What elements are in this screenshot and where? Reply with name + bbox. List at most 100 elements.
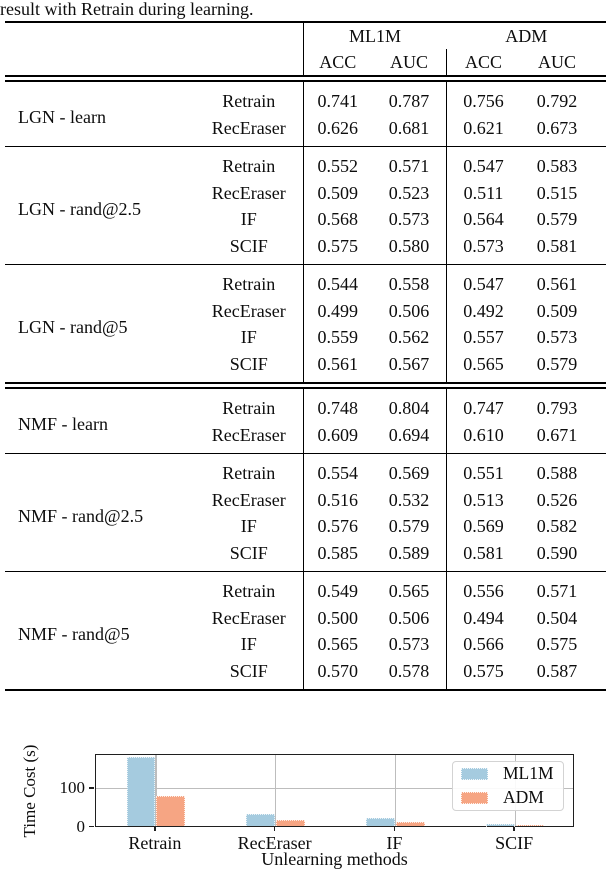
value-cell: 0.506 — [388, 300, 430, 321]
spacer-cell — [594, 540, 606, 572]
spacer-cell — [594, 324, 606, 351]
spacer-cell — [594, 115, 606, 147]
header-row-metrics: ACC AUC ACC AUC — [5, 49, 606, 79]
group-label: LGN - learn — [18, 107, 106, 127]
group-label: NMF - learn — [18, 414, 108, 434]
value-cell: 0.741 — [302, 78, 372, 115]
bar-adm-retrain — [156, 796, 186, 826]
table-row: SCIF 0.585 0.589 0.581 0.590 — [5, 539, 606, 572]
value-cell: 0.523 — [388, 182, 430, 203]
value-cell: 0.573 — [388, 634, 430, 655]
h-gridline — [96, 788, 573, 790]
value-cell: 0.547 — [446, 146, 521, 180]
method-cell: IF — [240, 209, 257, 230]
value-cell: 0.748 — [302, 385, 372, 422]
col-header-ml1m-auc: AUC — [390, 52, 429, 72]
table-group: LGN - rand@5 Retrain 0.544 0.558 0.547 0.561 R… — [5, 264, 607, 386]
group-label: NMF - rand@2.5 — [18, 505, 144, 526]
col-group-adm: ADM — [505, 26, 548, 46]
spacer-cell — [594, 79, 606, 115]
method-cell: RecEraser — [211, 607, 286, 628]
value-cell: 0.566 — [446, 631, 521, 658]
x-axis-label: Unlearning methods — [261, 849, 408, 869]
value-cell: 0.492 — [446, 297, 521, 324]
table-row: NMF - rand@2.5 Retrain 0.554 0.569 0.551 0.58… — [5, 453, 606, 525]
value-cell: 0.569 — [446, 513, 521, 540]
col-group-ml1m: ML1M — [302, 22, 447, 49]
spacer-cell — [594, 487, 606, 514]
value-cell: 0.585 — [302, 539, 372, 572]
value-cell: 0.552 — [302, 146, 372, 180]
table-row: RecEraser 0.499 0.506 0.492 0.509 — [5, 297, 606, 324]
table-row: LGN - learn Retrain 0.741 0.787 0.756 0.792 — [5, 78, 606, 126]
method-cell: SCIF — [229, 542, 268, 563]
table-row: IF 0.568 0.573 0.564 0.579 — [5, 206, 606, 233]
value-cell: 0.561 — [536, 274, 578, 295]
v-gridline — [275, 755, 277, 826]
value-cell: 0.526 — [536, 489, 578, 510]
value-cell: 0.581 — [446, 539, 521, 572]
method-cell: Retrain — [222, 398, 276, 419]
table-row: SCIF 0.561 0.567 0.565 0.579 — [5, 350, 606, 386]
x-tick-label: IF — [386, 832, 403, 853]
value-cell: 0.588 — [536, 463, 578, 484]
value-cell: 0.582 — [536, 516, 578, 537]
value-cell: 0.547 — [446, 264, 521, 298]
x-tick-label: SCIF — [495, 832, 534, 853]
value-cell: 0.579 — [536, 353, 578, 374]
table-row: RecEraser 0.500 0.506 0.494 0.504 — [5, 604, 606, 632]
time-cost-chart: Time Cost (s) Unlearning methods ML1M ADM… — [0, 700, 610, 872]
value-cell: 0.571 — [388, 156, 430, 177]
value-cell: 0.756 — [446, 78, 521, 115]
value-cell: 0.583 — [536, 156, 578, 177]
value-cell: 0.516 — [302, 486, 372, 513]
y-tick-mark — [89, 786, 94, 789]
bar-ml1m-receraser — [246, 813, 276, 826]
value-cell: 0.559 — [302, 324, 372, 351]
value-cell: 0.532 — [388, 489, 430, 510]
value-cell: 0.610 — [446, 421, 521, 454]
x-tick-label: RecEraser — [237, 832, 312, 853]
spacer-cell — [594, 180, 606, 207]
x-tick-label: Retrain — [128, 832, 182, 853]
table-row: IF 0.576 0.579 0.569 0.582 — [5, 513, 606, 540]
table-row: LGN - rand@5 Retrain 0.544 0.558 0.547 0.561 — [5, 264, 606, 336]
table-group: LGN - rand@2.5 Retrain 0.552 0.571 0.547 0.58… — [5, 146, 607, 265]
table-header: ML1M ADM ACC AUC ACC AUC — [5, 22, 607, 79]
spacer-cell — [594, 572, 606, 605]
value-cell: 0.787 — [388, 91, 430, 112]
bar-adm-receraser — [276, 819, 305, 826]
method-cell: IF — [240, 634, 257, 655]
spacer-cell — [594, 513, 606, 540]
method-cell: RecEraser — [211, 300, 286, 321]
group-label: NMF - rand@5 — [18, 623, 130, 644]
value-cell: 0.681 — [388, 117, 430, 138]
value-cell: 0.554 — [302, 453, 372, 487]
bar-ml1m-scif — [485, 824, 515, 826]
table-row: RecEraser 0.509 0.523 0.511 0.515 — [5, 179, 606, 207]
value-cell: 0.581 — [536, 235, 578, 256]
value-cell: 0.575 — [446, 657, 521, 690]
method-cell: RecEraser — [211, 117, 286, 138]
value-cell: 0.562 — [388, 327, 430, 348]
spacer-cell — [594, 631, 606, 658]
spacer-cell — [594, 454, 606, 487]
value-cell: 0.557 — [446, 324, 521, 351]
table-group: NMF - rand@2.5 Retrain 0.554 0.569 0.551 0.58… — [5, 453, 607, 572]
table-group: NMF - learn Retrain 0.748 0.804 0.747 0.793 Re… — [5, 385, 607, 454]
y-tick-label: 100 — [59, 778, 86, 798]
table-group: LGN - learn Retrain 0.741 0.787 0.756 0.792 Re… — [5, 78, 607, 147]
method-cell: RecEraser — [211, 424, 286, 445]
group-label: LGN - rand@2.5 — [18, 198, 142, 219]
header-spacer-cell — [594, 49, 606, 79]
table-row: RecEraser 0.626 0.681 0.621 0.673 — [5, 114, 606, 147]
spacer-cell — [594, 605, 606, 632]
value-cell: 0.570 — [302, 657, 372, 690]
col-header-adm-auc: AUC — [538, 52, 577, 72]
spacer-cell — [594, 658, 606, 691]
value-cell: 0.609 — [302, 421, 372, 454]
value-cell: 0.561 — [302, 350, 372, 386]
value-cell: 0.621 — [446, 114, 521, 147]
value-cell: 0.576 — [302, 513, 372, 540]
